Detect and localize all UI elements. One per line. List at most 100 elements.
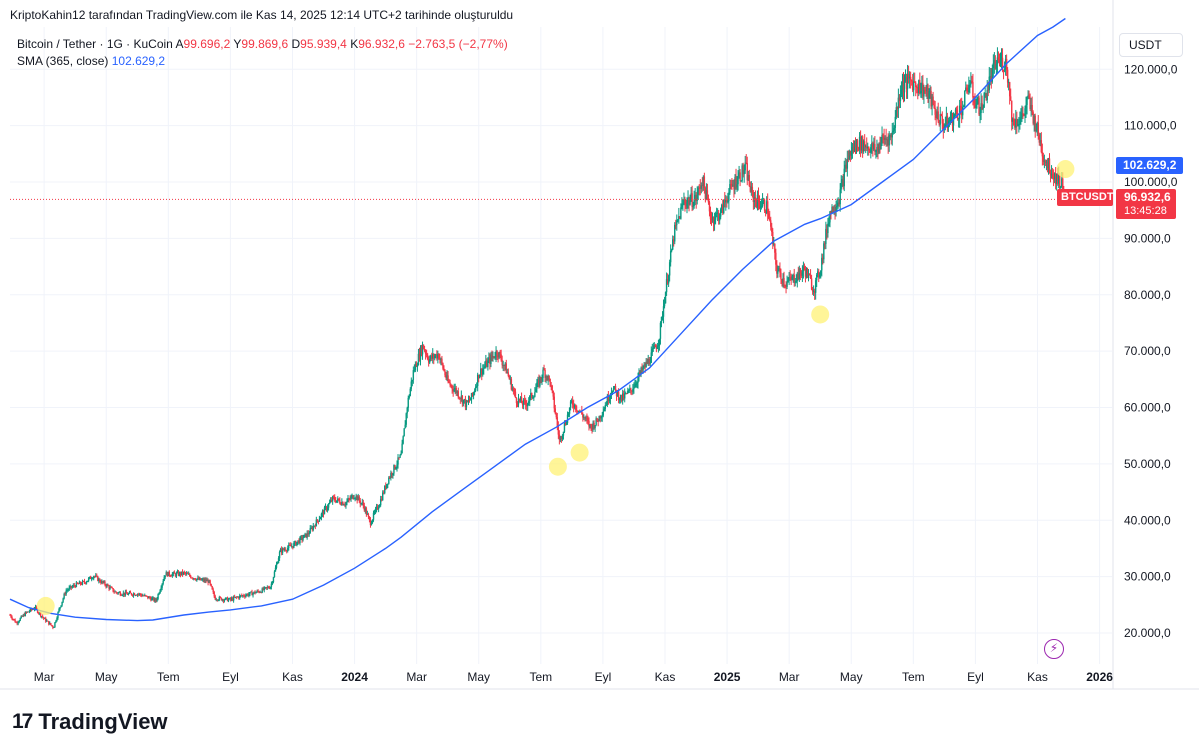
candle-body xyxy=(688,198,690,205)
candle-body xyxy=(760,206,763,207)
candle-body xyxy=(27,611,30,613)
candle-body xyxy=(234,596,237,598)
candle-body xyxy=(217,599,220,601)
candle-body xyxy=(596,418,598,422)
candle-body xyxy=(232,596,235,601)
currency-selector[interactable]: USDT xyxy=(1119,33,1183,57)
candle-body xyxy=(395,467,397,469)
candle-body xyxy=(691,193,693,207)
candle-body xyxy=(22,614,24,617)
candle-body xyxy=(459,398,462,399)
candle-body xyxy=(473,390,476,393)
candle-body xyxy=(502,365,504,366)
candle-body xyxy=(431,355,433,359)
candle-body xyxy=(1029,97,1031,110)
candle-body xyxy=(44,618,46,619)
candle-body xyxy=(704,187,707,200)
candle-body xyxy=(957,118,960,120)
candle-body xyxy=(142,595,144,597)
candle-body xyxy=(269,587,272,589)
candle-body xyxy=(389,477,391,479)
candle-body xyxy=(213,592,215,597)
candle-body xyxy=(845,164,848,169)
candle-body xyxy=(869,150,871,153)
candle-body xyxy=(10,614,12,618)
candle-body xyxy=(154,598,156,602)
candle-body xyxy=(911,81,914,91)
candle-body xyxy=(218,597,221,600)
candle-body xyxy=(831,206,833,214)
legend-sma-label[interactable]: SMA (365, close) xyxy=(17,54,109,68)
candle-body xyxy=(75,582,78,587)
candle-body xyxy=(143,595,145,597)
candle-body xyxy=(226,597,229,602)
lightning-icon[interactable]: ⚡ xyxy=(1044,639,1064,659)
candle-body xyxy=(761,201,764,207)
candle-body xyxy=(168,571,170,576)
candle-body xyxy=(79,581,82,584)
tradingview-logo[interactable]: 17 TradingView xyxy=(12,708,168,736)
candle-body xyxy=(597,421,599,422)
candle-body xyxy=(320,513,323,518)
candle-body xyxy=(135,595,138,596)
candle-body xyxy=(774,243,776,253)
candle-body xyxy=(731,184,733,187)
candle-body xyxy=(368,516,371,520)
candle-body xyxy=(812,291,815,293)
candle-body xyxy=(444,370,446,376)
candle-body xyxy=(529,395,531,402)
candle-body xyxy=(748,174,750,186)
candle-body xyxy=(795,280,797,283)
candle-body xyxy=(310,527,312,529)
legend-symbol[interactable]: Bitcoin / Tether · 1G · KuCoin xyxy=(17,37,173,51)
candle-body xyxy=(312,526,314,530)
candle-body xyxy=(877,147,879,153)
candle-body xyxy=(289,545,291,546)
candle-body xyxy=(1033,115,1035,124)
candle-body xyxy=(983,93,985,108)
candle-body xyxy=(715,213,718,214)
candle-body xyxy=(1021,113,1023,118)
candle-body xyxy=(992,63,995,69)
y-tick-label: 110.000,0 xyxy=(1124,119,1177,133)
candle-body xyxy=(555,413,558,418)
candle-body xyxy=(1022,113,1024,114)
candle-body xyxy=(980,103,982,113)
candle-body xyxy=(491,355,493,358)
candle-body xyxy=(179,572,182,575)
candle-body xyxy=(627,390,629,394)
candle-body xyxy=(187,574,190,575)
x-tick-label: Eyl xyxy=(222,670,239,684)
candle-body xyxy=(70,586,72,588)
candle-body xyxy=(614,385,617,390)
candle-body xyxy=(1049,173,1052,176)
candle-body xyxy=(489,357,491,364)
candle-body xyxy=(649,362,651,364)
candle-body xyxy=(706,190,709,199)
x-tick-label: 2026 xyxy=(1086,670,1113,684)
candle-body xyxy=(131,594,134,596)
candle-body xyxy=(354,498,356,499)
candle-body xyxy=(117,592,119,594)
candle-body xyxy=(930,90,932,107)
candle-body xyxy=(267,587,270,589)
candle-body xyxy=(250,591,252,593)
candle-body xyxy=(756,194,759,207)
candle-body xyxy=(874,144,876,152)
candle-body xyxy=(522,399,525,406)
candle-body xyxy=(532,397,534,399)
candle-body xyxy=(1031,104,1033,113)
x-tick-label: 2025 xyxy=(714,670,741,684)
candle-body xyxy=(254,591,256,594)
candle-body xyxy=(520,397,523,404)
candle-body xyxy=(611,391,614,393)
logo-wordmark: TradingView xyxy=(38,709,168,734)
candle-body xyxy=(646,361,648,364)
candle-body xyxy=(778,268,780,271)
candle-body xyxy=(759,206,762,208)
candle-body xyxy=(227,599,230,602)
candle-body xyxy=(94,576,96,578)
candle-body xyxy=(576,409,578,411)
x-tick-label: Mar xyxy=(779,670,800,684)
